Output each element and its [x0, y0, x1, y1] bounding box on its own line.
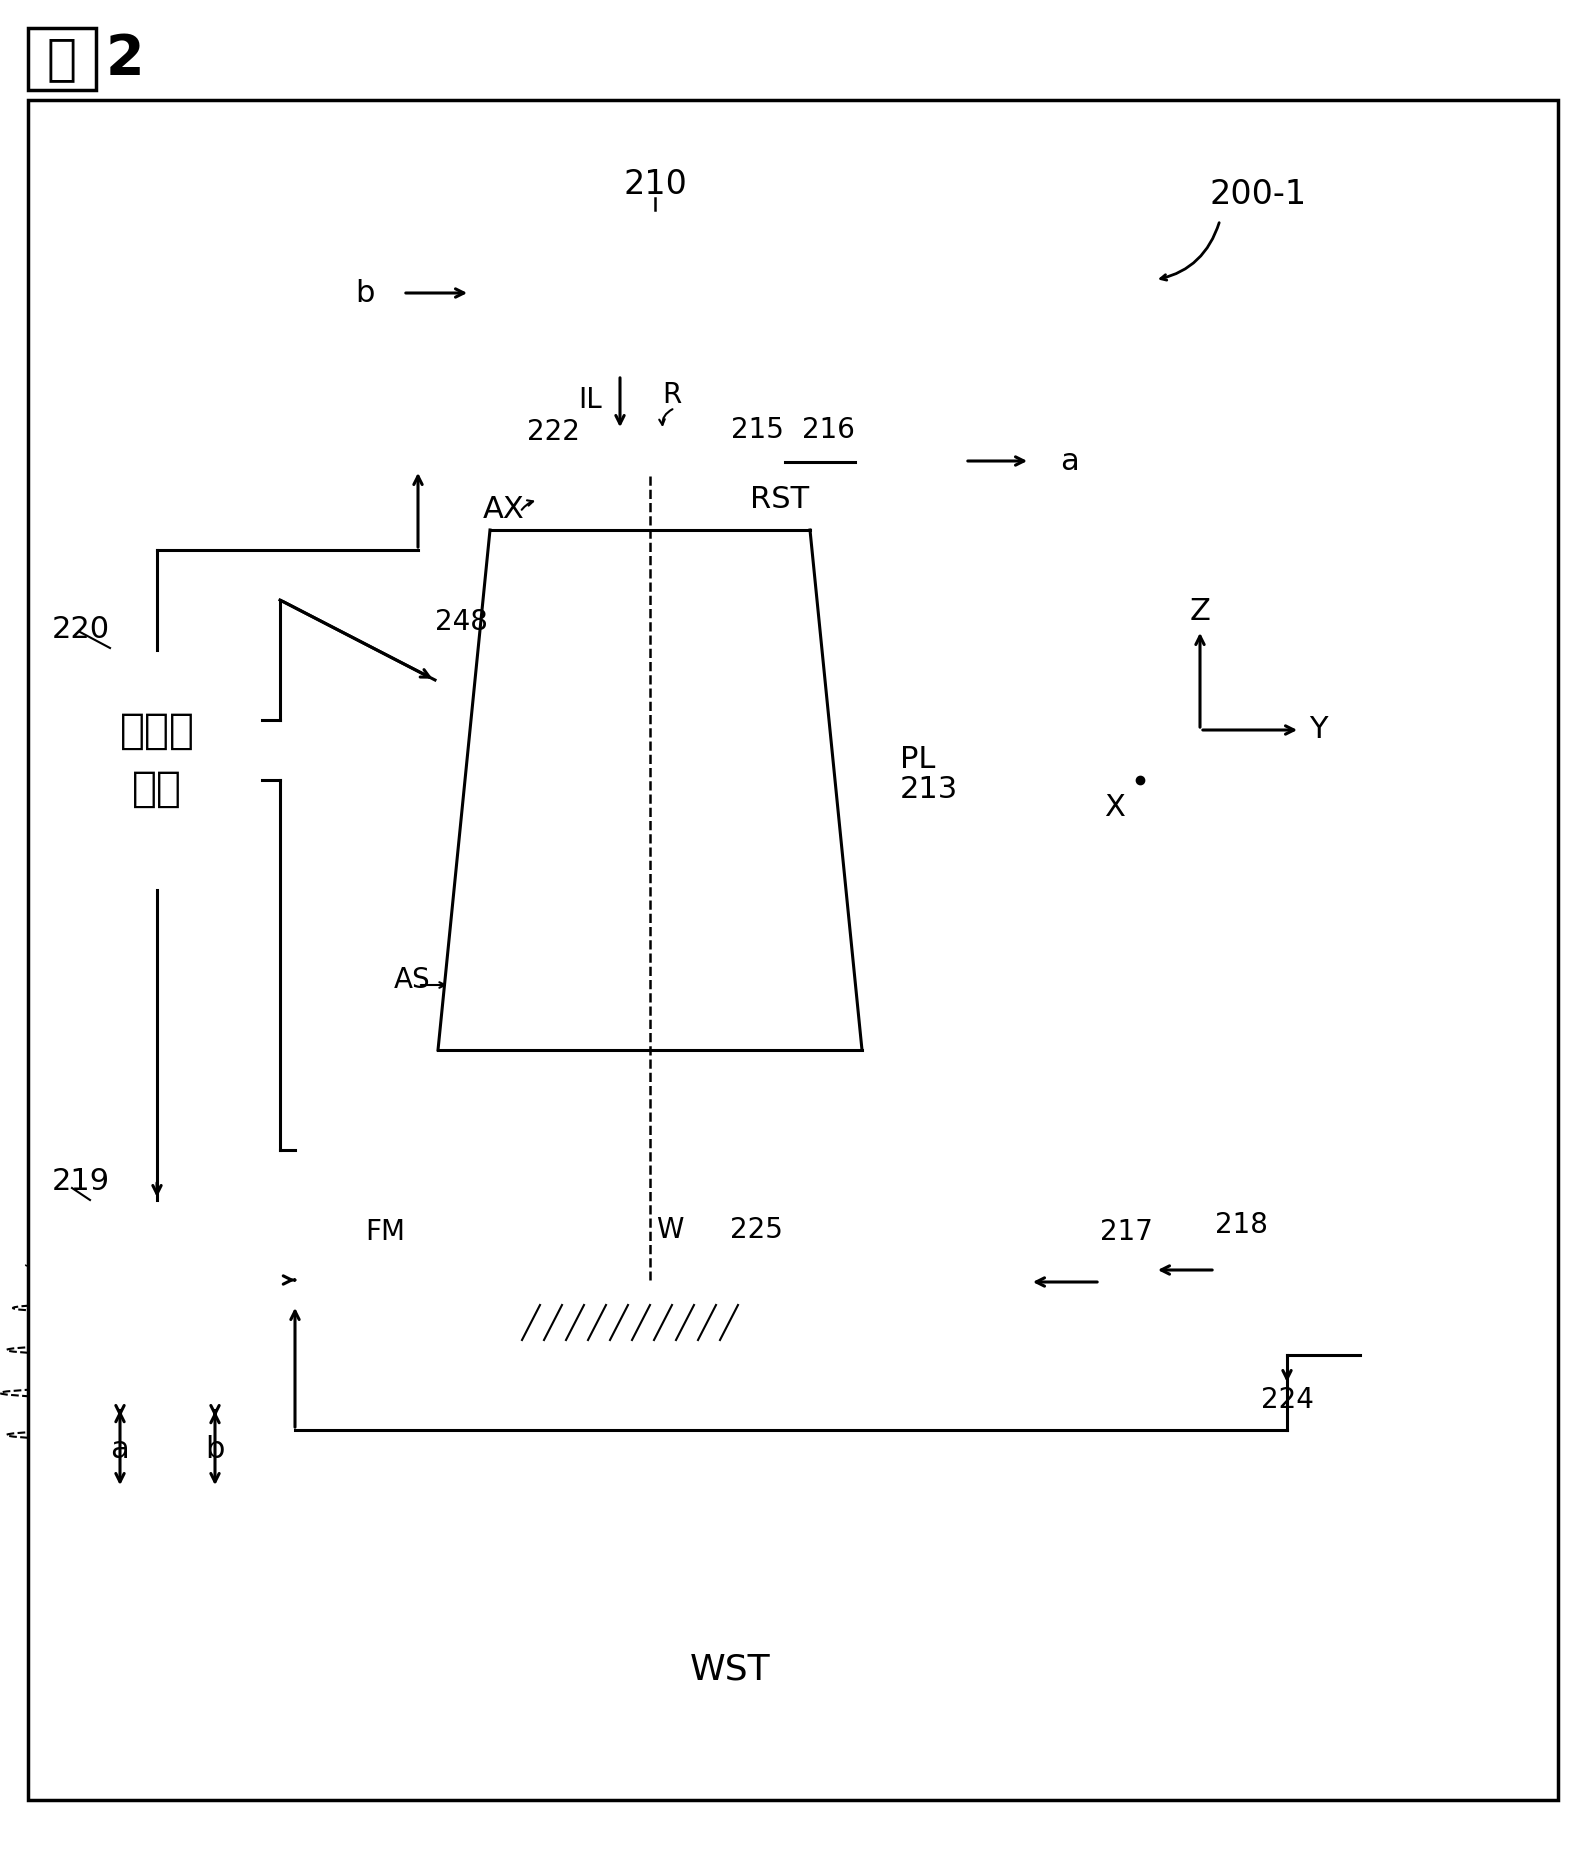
Text: X: X: [1105, 794, 1125, 822]
Text: b: b: [355, 278, 375, 308]
Text: IL: IL: [578, 387, 601, 415]
Bar: [351, 1250, 1239, 1306]
Text: AX: AX: [484, 495, 525, 525]
Text: 219: 219: [52, 1168, 110, 1197]
Text: PL: PL: [900, 745, 935, 775]
Text: 213: 213: [900, 775, 959, 805]
Text: 215: 215: [730, 417, 784, 445]
Bar: [1100, 1250, 1155, 1315]
Bar: [1216, 1309, 1360, 1369]
Text: 217: 217: [1100, 1218, 1152, 1246]
Bar: [52, 1199, 292, 1410]
Text: W: W: [657, 1216, 684, 1244]
Bar: [29, 28, 95, 90]
Bar: [486, 665, 505, 695]
Bar: [470, 209, 860, 375]
Bar: [435, 641, 486, 770]
Bar: [295, 1181, 1490, 1724]
Text: 220: 220: [52, 615, 110, 644]
Text: 216: 216: [801, 417, 855, 445]
Text: 主控制
系统: 主控制 系统: [119, 710, 195, 811]
Bar: [574, 426, 630, 474]
Text: R: R: [662, 381, 682, 409]
Text: 210: 210: [624, 168, 687, 202]
Bar: [451, 969, 487, 1050]
Text: a: a: [1060, 446, 1079, 476]
Text: FM: FM: [365, 1218, 405, 1246]
Text: AS: AS: [394, 966, 430, 994]
Bar: [52, 650, 262, 889]
Text: 224: 224: [1260, 1386, 1314, 1414]
Text: 图: 图: [48, 35, 78, 82]
Text: RST: RST: [751, 486, 809, 514]
Text: Y: Y: [1309, 715, 1327, 745]
Text: 218: 218: [1216, 1210, 1268, 1238]
Text: 222: 222: [527, 418, 579, 446]
Text: 248: 248: [435, 607, 487, 635]
Text: Z: Z: [1190, 598, 1211, 626]
Text: 225: 225: [730, 1216, 782, 1244]
Text: b: b: [205, 1435, 225, 1465]
Text: a: a: [111, 1435, 130, 1465]
Bar: [730, 448, 786, 476]
Bar: [855, 443, 965, 478]
Text: 200-1: 200-1: [1209, 179, 1308, 211]
Text: 2: 2: [106, 32, 144, 86]
Bar: [1216, 1240, 1360, 1300]
Text: WST: WST: [690, 1653, 770, 1687]
Bar: [417, 448, 920, 476]
